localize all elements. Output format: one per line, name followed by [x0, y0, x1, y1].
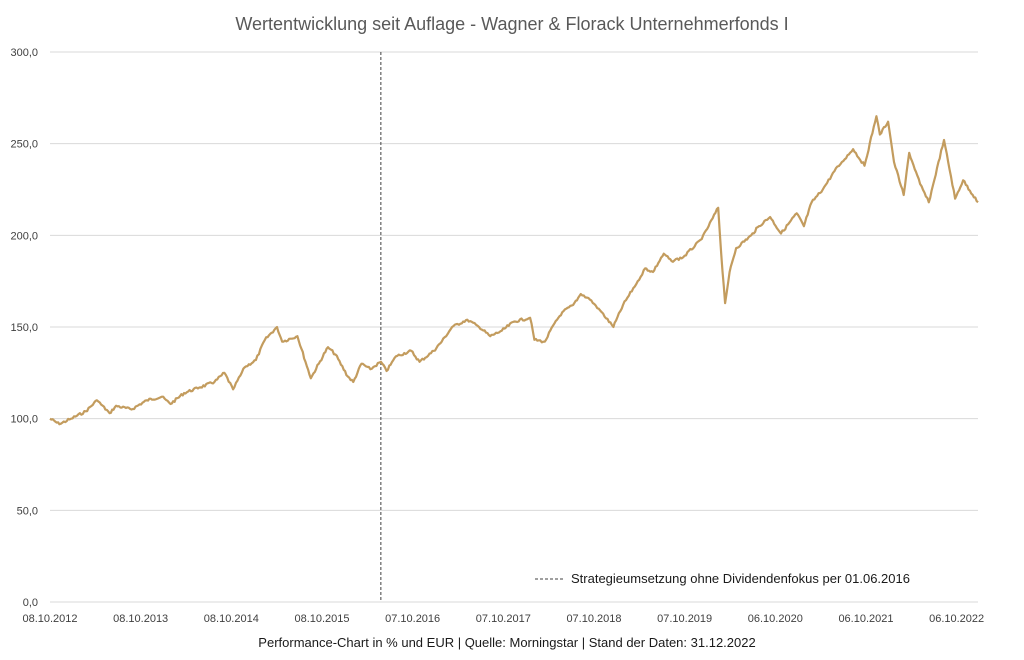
chart-title: Wertentwicklung seit Auflage - Wagner & … [235, 14, 788, 34]
chart-caption: Performance-Chart in % und EUR | Quelle:… [258, 635, 755, 650]
y-tick-label: 0,0 [23, 597, 38, 609]
y-axis: 0,0 50,0 100,0 150,0 200,0 250,0 300,0 [10, 47, 38, 609]
x-tick-label: 07.10.2019 [657, 613, 712, 625]
y-tick-label: 50,0 [17, 505, 38, 517]
y-tick-label: 100,0 [10, 414, 38, 426]
y-tick-label: 150,0 [10, 322, 38, 334]
x-tick-label: 06.10.2021 [838, 613, 893, 625]
x-tick-label: 08.10.2014 [204, 613, 259, 625]
legend: Strategieumsetzung ohne Dividendenfokus … [535, 571, 910, 586]
x-tick-label: 07.10.2017 [476, 613, 531, 625]
x-tick-label: 07.10.2018 [566, 613, 621, 625]
legend-label: Strategieumsetzung ohne Dividendenfokus … [571, 571, 910, 586]
x-axis: 08.10.2012 08.10.2013 08.10.2014 08.10.2015… [22, 613, 984, 625]
x-tick-label: 07.10.2016 [385, 613, 440, 625]
x-tick-label: 06.10.2020 [748, 613, 803, 625]
y-tick-label: 250,0 [10, 139, 38, 151]
gridlines [50, 51, 978, 603]
y-tick-label: 300,0 [10, 47, 38, 59]
series-line [49, 115, 979, 426]
x-tick-label: 08.10.2013 [113, 613, 168, 625]
x-tick-label: 08.10.2015 [294, 613, 349, 625]
x-tick-label: 06.10.2022 [929, 613, 984, 625]
x-tick-label: 08.10.2012 [22, 613, 77, 625]
y-tick-label: 200,0 [10, 230, 38, 242]
